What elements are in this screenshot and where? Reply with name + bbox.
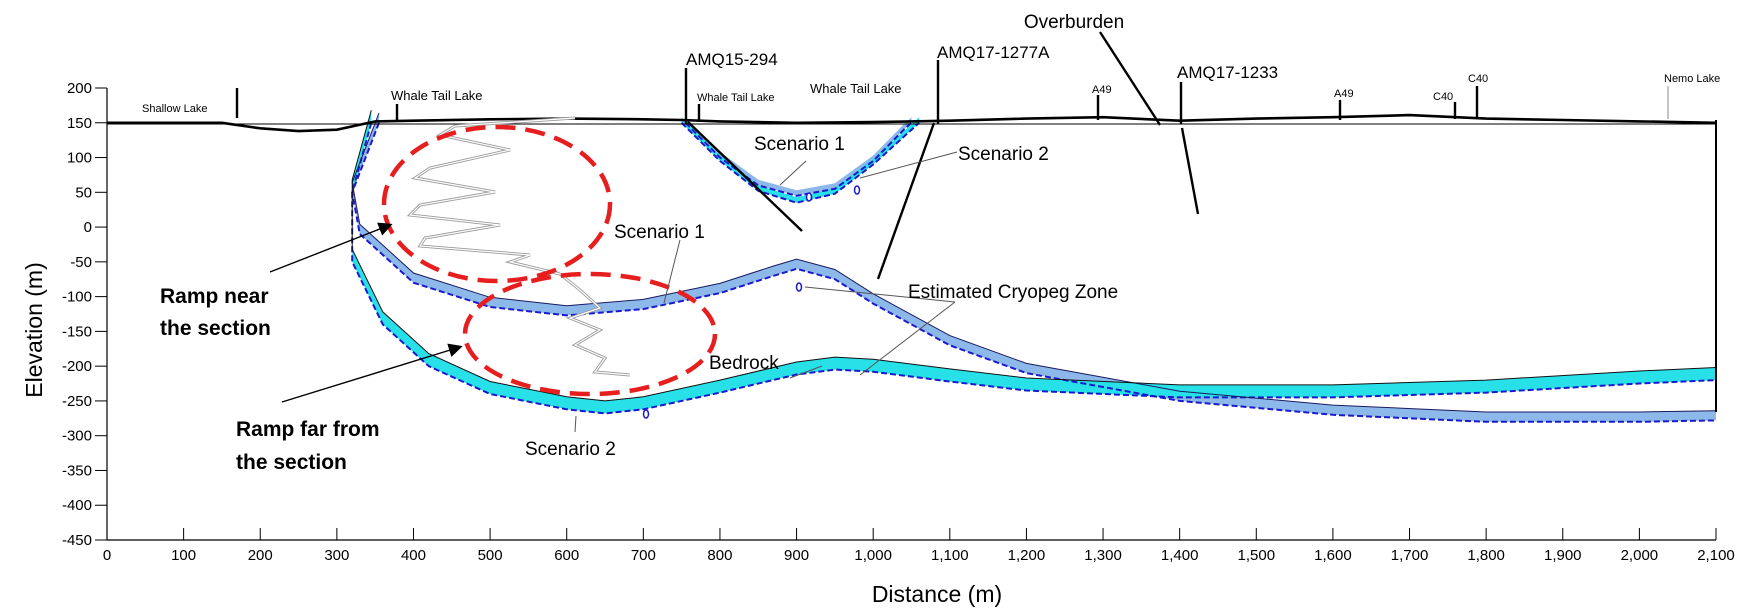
x-tick-label: 1,400 (1161, 547, 1199, 564)
lake-label-whale-1: Whale Tail Lake (391, 88, 483, 103)
y-tick-label: -300 (62, 428, 92, 445)
scenario2-boundary (351, 122, 1717, 415)
y-tick-label: 100 (67, 150, 92, 167)
ramp-far-zigzag (559, 272, 631, 377)
marker-label-a49-2: A49 (1334, 88, 1354, 100)
x-tick-label: 1,700 (1391, 547, 1429, 564)
x-tick-label: 2,100 (1697, 547, 1735, 564)
ramp-far-zigzag-inner (559, 273, 631, 376)
ramp-near-label-line1: Ramp near (160, 285, 269, 308)
x-tick-label: 1,200 (1008, 547, 1046, 564)
scenario1-pit-label: Scenario 1 (754, 134, 845, 155)
ground-surface (107, 113, 1717, 133)
lake-label-shallow: Shallow Lake (142, 103, 207, 115)
x-tick-label: 1,800 (1467, 547, 1505, 564)
bedrock-label: Bedrock (709, 353, 779, 374)
ramp-near-zigzag (406, 116, 576, 276)
axes: 200150100500-50-100-150-200-250-300-350-… (62, 80, 1735, 564)
ramp-far-label-line1: Ramp far from (236, 418, 380, 441)
fault-line-2 (876, 122, 936, 280)
y-tick-label: 200 (67, 80, 92, 97)
y-tick-label: -100 (62, 289, 92, 306)
lake-label-whale-3: Whale Tail Lake (810, 81, 902, 96)
ramp-near-arrow (269, 222, 393, 273)
boundary-value-markers (642, 185, 861, 419)
scenario2-pit-label: Scenario 2 (958, 144, 1049, 165)
ramp-near-label-line2: the section (160, 317, 271, 340)
y-tick-label: -200 (62, 358, 92, 375)
x-tick-label: 1,300 (1084, 547, 1122, 564)
x-tick-label: 2,000 (1621, 547, 1659, 564)
fault-line-1 (687, 121, 803, 232)
y-tick-label: -400 (62, 497, 92, 514)
y-tick-label: -50 (70, 254, 92, 271)
ramp-far-ellipse (462, 271, 718, 397)
x-tick-label: 100 (171, 547, 196, 564)
borehole-label-2: AMQ17-1277A (937, 43, 1050, 62)
x-ticks: 0 100 200 300 400 500 600 700 800 900 1,000 1,100 1,… (103, 528, 1735, 564)
x-tick-label: 1,100 (931, 547, 969, 564)
x-axis-title: Distance (m) (872, 581, 1002, 607)
y-tick-label: -450 (62, 532, 92, 549)
scenario1-main-label: Scenario 1 (614, 222, 705, 243)
cryopeg-zones (351, 110, 1717, 423)
scenario2-main-label: Scenario 2 (525, 439, 616, 460)
scenario1-top-edge (351, 112, 1717, 413)
scenario2-top-edge (351, 110, 1717, 402)
ramp-far-arrow (281, 343, 463, 403)
x-tick-label: 200 (248, 547, 273, 564)
x-tick-label: 800 (707, 547, 732, 564)
y-tick-label: -150 (62, 323, 92, 340)
scenario1-pit-boundary (684, 122, 913, 197)
x-tick-label: 900 (784, 547, 809, 564)
x-tick-label: 1,000 (854, 547, 892, 564)
x-tick-label: 400 (401, 547, 426, 564)
x-tick-label: 1,500 (1238, 547, 1276, 564)
y-tick-label: 150 (67, 115, 92, 132)
y-tick-label: -350 (62, 462, 92, 479)
x-tick-label: 1,600 (1314, 547, 1352, 564)
scenario2-band (352, 110, 1717, 414)
overburden-line-1 (1098, 31, 1162, 126)
y-tick-label: 50 (75, 184, 92, 201)
x-tick-label: 0 (103, 547, 111, 564)
ramp-far-label-line2: the section (236, 451, 347, 474)
leader-lines (574, 151, 958, 433)
overburden-line-2 (1180, 127, 1200, 215)
ramp-near-ellipse (381, 124, 613, 284)
x-tick-label: 300 (324, 547, 349, 564)
borehole-label-3: AMQ17-1233 (1177, 63, 1278, 82)
cryopeg-label: Estimated Cryopeg Zone (908, 282, 1118, 303)
y-axis-title: Elevation (m) (21, 262, 47, 397)
overburden-label: Overburden (1024, 12, 1124, 33)
x-tick-label: 1,900 (1544, 547, 1582, 564)
lake-label-nemo: Nemo Lake (1664, 73, 1720, 85)
borehole-label-1: AMQ15-294 (686, 50, 778, 69)
ramp-near-zigzag-inner (408, 117, 576, 275)
marker-label-a49-1: A49 (1092, 84, 1112, 96)
y-ticks: 200 150 100 50 0 -50 -100 -150 -200 -250 -300 -350 -… (62, 80, 107, 549)
scenario2-pit-boundary (680, 122, 920, 204)
marker-label-c40-1: C40 (1433, 91, 1453, 103)
marker-label-c40-2: C40 (1468, 73, 1488, 85)
scenario1-boundary (351, 122, 1717, 423)
y-tick-label: 0 (84, 219, 92, 236)
x-tick-label: 600 (554, 547, 579, 564)
x-tick-label: 500 (478, 547, 503, 564)
x-tick-label: 700 (631, 547, 656, 564)
lake-label-whale-2: Whale Tail Lake (697, 92, 774, 104)
y-tick-label: -250 (62, 393, 92, 410)
borehole-markers (235, 60, 1479, 124)
